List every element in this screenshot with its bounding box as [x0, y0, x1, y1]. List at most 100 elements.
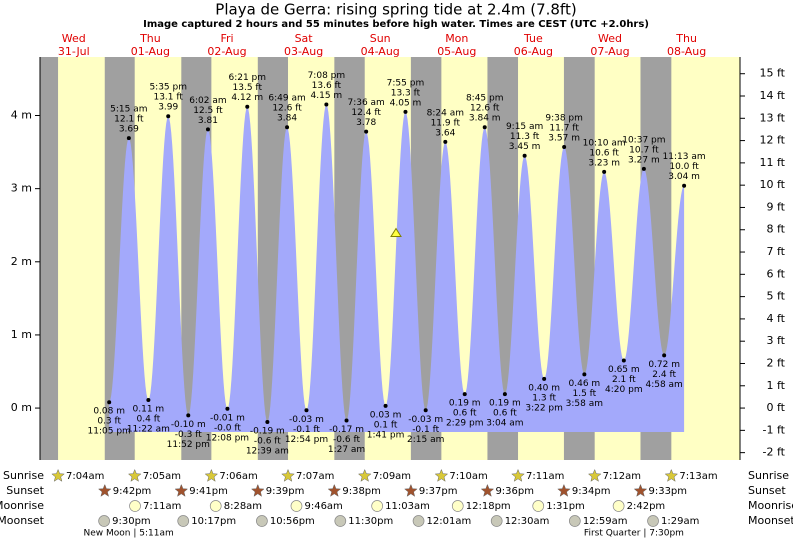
tide-label: 7:55 pm [387, 78, 425, 88]
day-date: 31-Jul [58, 45, 90, 58]
tide-point [304, 408, 309, 413]
tide-point [186, 413, 191, 418]
moonset-icon [98, 515, 110, 527]
day-weekday: Mon [445, 32, 468, 45]
tide-label: 12:54 pm [285, 435, 328, 445]
tide-label: 12:08 pm [206, 433, 249, 443]
tide-label: -0.1 ft [293, 425, 320, 435]
sunrise-time: 7:13am [679, 471, 717, 482]
tide-label: 2:29 pm [446, 419, 484, 429]
tide-label: 4.05 m [390, 98, 422, 108]
moonset-time: 12:30am [505, 516, 550, 527]
current-marker [390, 227, 402, 238]
sunrise-icon [281, 468, 295, 482]
tide-label: 2:15 am [407, 435, 444, 445]
y2-tick-label: 8 ft [767, 223, 786, 236]
sunset-icon [480, 483, 495, 497]
moonrise-time: 7:11am [143, 501, 181, 512]
tide-label: 12.1 ft [114, 115, 144, 125]
y2-tick-label: 12 ft [760, 134, 786, 147]
tide-point [285, 125, 290, 130]
sunset-icon [633, 483, 648, 497]
day-weekday: Thu [139, 32, 161, 45]
moonrise-time: 2:42pm [627, 501, 666, 512]
tide-label: 0.1 ft [374, 420, 398, 430]
y2-tick-label: 3 ft [767, 334, 786, 347]
tide-label: 12.6 ft [470, 104, 500, 114]
y2-tick-label: 5 ft [767, 290, 786, 303]
day-date: 06-Aug [514, 45, 553, 58]
tide-label: 0.11 m [133, 405, 165, 415]
sunrise-time: 7:05am [143, 471, 181, 482]
day-weekday: Thu [675, 32, 697, 45]
day-date: 01-Aug [131, 45, 170, 58]
tide-label: -0.19 m [250, 426, 285, 436]
y2-tick-label: 2 ft [767, 356, 786, 369]
day-date: 04-Aug [361, 45, 400, 58]
tide-label: 13.6 ft [312, 81, 342, 91]
tide-point [344, 418, 349, 423]
tide-label: 3.45 m [509, 142, 541, 152]
tide-label: 3.84 m [469, 114, 501, 124]
tide-label: 5:15 am [110, 105, 147, 115]
day-weekday: Sat [295, 32, 314, 45]
tide-point [462, 392, 467, 397]
sunset-icon [327, 483, 342, 497]
row-label-left: Sunset [6, 484, 44, 497]
tide-point [582, 372, 587, 377]
tide-label: 1:27 am [328, 445, 365, 455]
day-date: 03-Aug [284, 45, 323, 58]
tide-label: 4:20 pm [605, 385, 643, 395]
tide-label: 4:58 am [645, 380, 682, 390]
y2-tick-label: 9 ft [767, 200, 786, 213]
tide-label: 7:36 am [347, 98, 384, 108]
tide-label: -0.10 m [171, 420, 206, 430]
tide-label: 3.78 [356, 118, 376, 128]
sunset-icon [404, 483, 418, 497]
sunset-time: 9:37pm [419, 486, 458, 497]
tide-label: -0.03 m [408, 415, 443, 425]
moon-phase: New Moon | 5:11am [84, 529, 174, 539]
tide-label: 3.57 m [548, 133, 580, 143]
tide-point [324, 102, 329, 107]
sunrise-time: 7:11am [526, 471, 564, 482]
day-weekday: Tue [523, 32, 543, 45]
tide-label: -0.01 m [210, 413, 245, 423]
y2-tick-label: 4 ft [767, 312, 786, 325]
day-weekday: Fri [220, 32, 233, 45]
tide-label: 0.03 m [370, 410, 402, 420]
tide-label: 6:21 pm [228, 73, 266, 83]
tide-label: 0.6 ft [453, 409, 477, 419]
tide-label: 10.6 ft [589, 148, 619, 158]
moonset-icon [490, 515, 503, 527]
moonrise-icon [371, 500, 384, 512]
sunrise-time: 7:04am [66, 471, 104, 482]
chart-title: Playa de Gerra: rising spring tide at 2.… [215, 1, 576, 19]
moonrise-time: 9:46am [304, 501, 342, 512]
tide-label: 11:22 am [127, 425, 170, 435]
sunrise-icon [511, 468, 525, 482]
moonrise-icon [612, 500, 625, 512]
y-tick-label: 2 m [11, 255, 32, 268]
day-weekday: Sun [370, 32, 391, 45]
tide-point [562, 144, 567, 149]
tide-point [166, 114, 171, 119]
tide-point [602, 169, 607, 174]
y2-tick-label: -1 ft [763, 423, 786, 436]
sunrise-time: 7:09am [373, 471, 411, 482]
tide-point [482, 125, 487, 130]
tide-point [126, 136, 131, 141]
moonset-time: 10:56pm [270, 516, 315, 527]
tide-point [423, 408, 428, 413]
tide-label: 10.7 ft [629, 145, 659, 155]
tide-label: -0.6 ft [333, 435, 360, 445]
tide-point [107, 400, 112, 405]
tide-label: 8:45 pm [466, 94, 504, 104]
tide-point [522, 153, 527, 158]
moonrise-time: 12:18pm [466, 501, 511, 512]
tide-label: -0.03 m [289, 415, 324, 425]
row-label-left: Sunrise [3, 469, 44, 482]
moonset-icon [334, 515, 347, 527]
tide-point [621, 358, 626, 363]
tide-label: -0.6 ft [254, 436, 281, 446]
